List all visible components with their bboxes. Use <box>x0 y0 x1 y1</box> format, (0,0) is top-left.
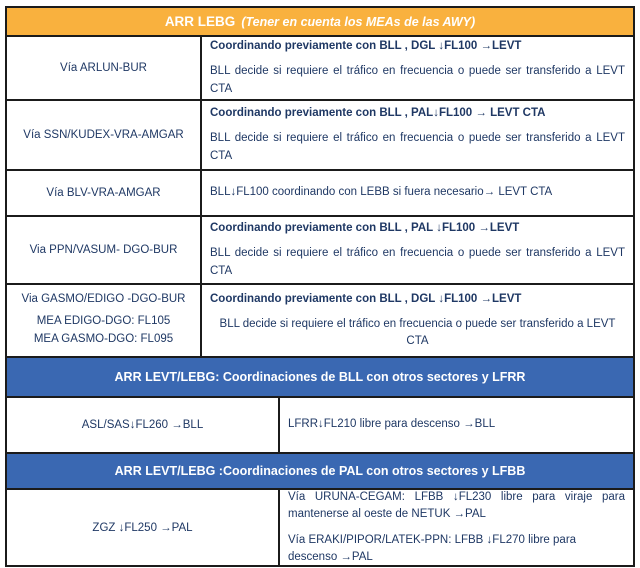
transfer-label: ASL/SAS↓FL260 →BLL <box>81 419 204 431</box>
coordination-cell: LFRR↓FL210 libre para descenso →BLL <box>280 398 633 452</box>
coordination-table: ARR LEBG (Tener en cuenta los MEAs de la… <box>5 6 635 567</box>
via-cell: Via GASMO/EDIGO -DGO-BUR MEA EDIGO-DGO: … <box>7 285 202 356</box>
table-title-band: ARR LEBG (Tener en cuenta los MEAs de la… <box>7 8 633 35</box>
section-header-bll: ARR LEVT/LEBG: Coordinaciones de BLL con… <box>7 356 633 396</box>
coordination-cell: Coordinando previamente con BLL , DGL ↓F… <box>202 37 633 99</box>
via-label: Vía BLV-VRA-AMGAR <box>46 187 161 199</box>
mea-edigo-dgo: MEA EDIGO-DGO: FL105 <box>36 314 171 327</box>
via-cell: Via PPN/VASUM- DGO-BUR <box>7 217 202 283</box>
table-row-ssn-kudex: Vía SSN/KUDEX-VRA-AMGAR Coordinando prev… <box>7 99 633 169</box>
table-row-gasmo-edigo: Via GASMO/EDIGO -DGO-BUR MEA EDIGO-DGO: … <box>7 283 633 356</box>
coordination-bold-line: Coordinando previamente con BLL , DGL ↓F… <box>210 292 522 305</box>
coordination-line-uruna: Vía URUNA-CEGAM: LFBB ↓FL230 libre para … <box>288 491 625 521</box>
coordination-cell: BLL↓FL100 coordinando con LEBB si fuera … <box>202 171 633 215</box>
coordination-cell: Vía URUNA-CEGAM: LFBB ↓FL230 libre para … <box>280 490 633 565</box>
via-cell: Vía ARLUN-BUR <box>7 37 202 99</box>
coordination-cell: Coordinando previamente con BLL , PAL ↓F… <box>202 217 633 283</box>
table-row-ppn-vasum: Via PPN/VASUM- DGO-BUR Coordinando previ… <box>7 215 633 283</box>
section-header-bll-label: ARR LEVT/LEBG: Coordinaciones de BLL con… <box>114 370 526 384</box>
via-label: Vía SSN/KUDEX-VRA-AMGAR <box>23 129 184 141</box>
section-header-pal-label: ARR LEVT/LEBG :Coordinaciones de PAL con… <box>114 464 526 478</box>
table-subtitle: (Tener en cuenta los MEAs de las AWY) <box>241 14 476 29</box>
table-row-arlun-bur: Vía ARLUN-BUR Coordinando previamente co… <box>7 35 633 99</box>
transfer-label: ZGZ ↓FL250 →PAL <box>92 521 193 534</box>
coordination-line: LFRR↓FL210 libre para descenso →BLL <box>288 418 496 431</box>
via-label: Vía ARLUN-BUR <box>60 62 147 74</box>
table-title: ARR LEBG <box>164 14 236 29</box>
via-label: Via PPN/VASUM- DGO-BUR <box>29 244 178 256</box>
via-cell: Vía BLV-VRA-AMGAR <box>7 171 202 215</box>
coordination-line-eraki: Vía ERAKI/PIPOR/LATEK-PPN: LFBB ↓FL270 l… <box>288 533 577 563</box>
coordination-body-line: BLL decide si requiere el tráfico en fre… <box>210 65 625 95</box>
coordination-bold-line: Coordinando previamente con BLL , PAL ↓F… <box>210 222 520 235</box>
coordination-line: BLL↓FL100 coordinando con LEBB si fuera … <box>210 186 553 199</box>
coordination-body-line: BLL decide si requiere el tráfico en fre… <box>210 247 625 277</box>
mea-gasmo-dgo: MEA GASMO-DGO: FL095 <box>33 332 174 345</box>
table-row-blv-vra: Vía BLV-VRA-AMGAR BLL↓FL100 coordinando … <box>7 169 633 215</box>
coordination-cell: Coordinando previamente con BLL , PAL↓FL… <box>202 101 633 169</box>
transfer-cell: ZGZ ↓FL250 →PAL <box>7 490 280 565</box>
transfer-cell: ASL/SAS↓FL260 →BLL <box>7 398 280 452</box>
coordination-bold-line: Coordinando previamente con BLL , PAL↓FL… <box>210 107 546 120</box>
table-row-asl-sas: ASL/SAS↓FL260 →BLL LFRR↓FL210 libre para… <box>7 396 633 452</box>
via-cell: Vía SSN/KUDEX-VRA-AMGAR <box>7 101 202 169</box>
section-header-pal: ARR LEVT/LEBG :Coordinaciones de PAL con… <box>7 452 633 488</box>
via-label: Via GASMO/EDIGO -DGO-BUR <box>21 292 186 305</box>
coordination-cell: Coordinando previamente con BLL , DGL ↓F… <box>202 285 633 356</box>
table-row-zgz: ZGZ ↓FL250 →PAL Vía URUNA-CEGAM: LFBB ↓F… <box>7 488 633 565</box>
coordination-body-line: BLL decide si requiere el tráfico en fre… <box>219 317 616 348</box>
coordination-body-line: BLL decide si requiere el tráfico en fre… <box>210 132 625 162</box>
coordination-bold-line: Coordinando previamente con BLL , DGL ↓F… <box>210 40 522 53</box>
